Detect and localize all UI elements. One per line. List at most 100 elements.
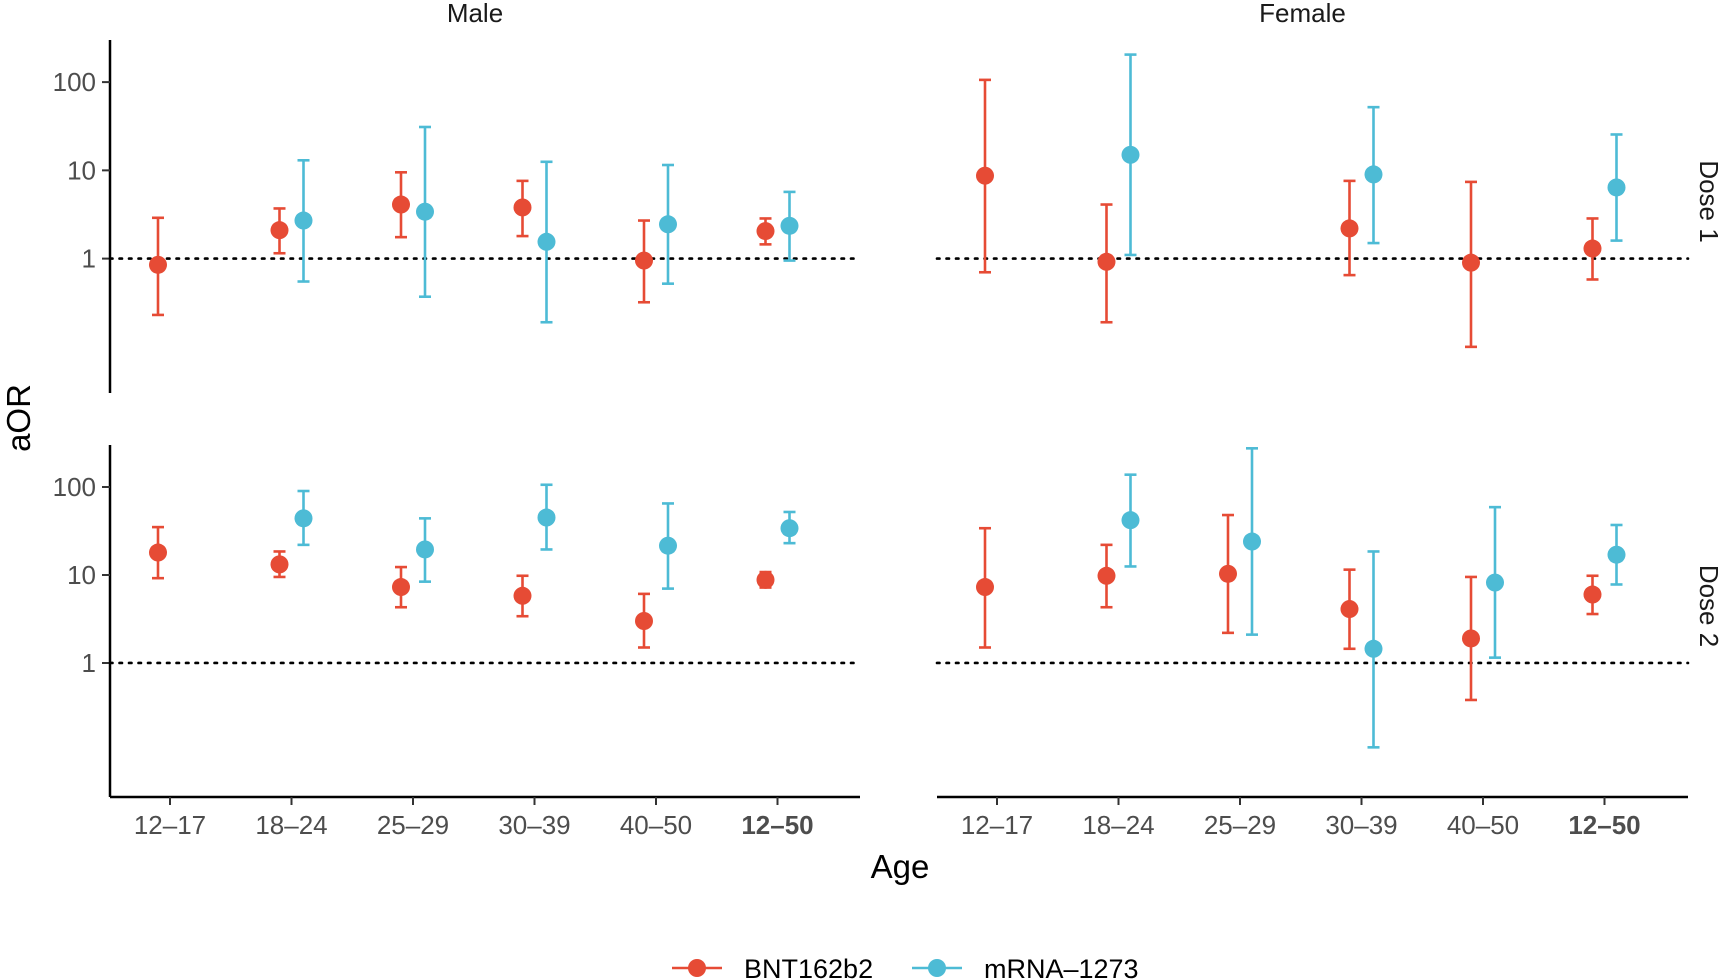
data-point-bnt162b2 — [756, 570, 775, 589]
facet-label-dose-2: Dose 2 — [1694, 565, 1724, 647]
facet-label-dose-1: Dose 1 — [1694, 160, 1724, 242]
panel-male-dose-2: 1 10 100 12–17 18–24 25–29 30–39 40–50 12–50 — [53, 445, 862, 840]
point-estimate — [1607, 178, 1626, 197]
x-axis-title: Age — [871, 848, 930, 885]
point-estimate — [416, 202, 434, 221]
point-estimate — [294, 211, 313, 230]
point-estimate — [635, 251, 653, 270]
point-estimate — [149, 255, 167, 274]
point-estimate — [270, 555, 289, 574]
data-point-bnt162b2 — [976, 78, 994, 274]
point-estimate — [1364, 639, 1383, 658]
x-tick-label: 40–50 — [1447, 810, 1519, 840]
data-point-bnt162b2 — [1340, 568, 1359, 651]
x-tick-label: 18–24 — [1082, 810, 1154, 840]
data-point-mrna-1273 — [1486, 505, 1504, 659]
x-tick-label: 25–29 — [1204, 810, 1276, 840]
point-estimate — [1219, 564, 1237, 583]
legend-item-bnt162b2: BNT162b2 — [672, 954, 873, 980]
y-tick-label: 10 — [67, 560, 96, 590]
point-estimate — [1121, 511, 1140, 530]
point-estimate — [1340, 600, 1359, 619]
data-point-bnt162b2 — [1462, 180, 1480, 349]
point-estimate — [1607, 545, 1626, 564]
facet-label-male: Male — [447, 0, 503, 28]
data-point-bnt162b2 — [149, 525, 167, 580]
point-estimate — [513, 198, 532, 217]
x-tick-label: 12–17 — [961, 810, 1033, 840]
data-point-mrna-1273 — [416, 517, 434, 583]
facet-strips: Male Female Dose 1 Dose 2 — [447, 0, 1724, 647]
point-estimate — [537, 232, 556, 251]
point-estimate — [1462, 253, 1480, 272]
data-point-bnt162b2 — [270, 550, 289, 579]
x-tick-label: 12–17 — [134, 810, 206, 840]
point-estimate — [1340, 219, 1359, 238]
data-point-bnt162b2 — [513, 179, 532, 238]
data-point-bnt162b2 — [635, 219, 653, 304]
point-estimate — [635, 612, 653, 630]
legend-label: mRNA–1273 — [984, 954, 1139, 980]
data-point-bnt162b2 — [1219, 513, 1237, 635]
y-tick-label: 1 — [82, 648, 96, 678]
data-point-bnt162b2 — [1583, 217, 1602, 281]
data-point-bnt162b2 — [1340, 179, 1359, 277]
point-estimate — [1121, 145, 1140, 164]
data-point-mrna-1273 — [659, 502, 677, 590]
point-estimate — [780, 216, 799, 235]
data-point-mrna-1273 — [1243, 447, 1261, 636]
point-estimate — [513, 586, 532, 605]
point-estimate — [756, 570, 775, 589]
point-estimate — [294, 509, 313, 528]
data-point-bnt162b2 — [1462, 575, 1480, 702]
data-point-mrna-1273 — [1607, 133, 1626, 242]
data-point-bnt162b2 — [270, 207, 289, 255]
point-estimate — [659, 536, 677, 555]
data-point-mrna-1273 — [659, 163, 677, 285]
x-tick-label: 12–50 — [741, 810, 813, 840]
data-point-bnt162b2 — [976, 526, 994, 649]
data-point-mrna-1273 — [1607, 523, 1626, 586]
point-estimate — [149, 543, 167, 562]
x-tick-label: 18–24 — [255, 810, 327, 840]
point-estimate — [1097, 566, 1116, 585]
point-estimate — [1243, 532, 1261, 551]
point-estimate — [1462, 629, 1480, 648]
point-estimate — [756, 222, 775, 241]
x-tick-label: 25–29 — [377, 810, 449, 840]
data-point-bnt162b2 — [392, 171, 410, 239]
data-point-bnt162b2 — [149, 216, 167, 317]
point-estimate — [1364, 165, 1383, 184]
y-tick-label: 100 — [53, 67, 96, 97]
x-tick-label: 40–50 — [620, 810, 692, 840]
point-estimate — [1583, 585, 1602, 604]
data-point-mrna-1273 — [416, 125, 434, 299]
data-point-bnt162b2 — [1583, 574, 1602, 616]
data-point-bnt162b2 — [1097, 543, 1116, 609]
point-estimate — [392, 578, 410, 597]
panel-female-dose-1 — [935, 53, 1690, 349]
data-point-bnt162b2 — [1097, 203, 1116, 324]
legend-key-point — [928, 959, 946, 977]
data-point-mrna-1273 — [780, 510, 799, 545]
data-point-mrna-1273 — [1121, 53, 1140, 257]
data-point-mrna-1273 — [294, 159, 313, 283]
x-tick-label: 30–39 — [1325, 810, 1397, 840]
point-estimate — [1583, 239, 1602, 258]
point-estimate — [780, 519, 799, 538]
legend-item-mrna-1273: mRNA–1273 — [912, 954, 1139, 980]
y-tick-label: 10 — [67, 155, 96, 185]
legend-key-point — [688, 959, 706, 977]
point-estimate — [976, 578, 994, 597]
y-tick-label: 1 — [82, 244, 96, 274]
point-estimate — [659, 215, 677, 234]
point-estimate — [976, 166, 994, 185]
data-point-mrna-1273 — [1364, 105, 1383, 245]
legend-label: BNT162b2 — [744, 954, 873, 980]
data-point-bnt162b2 — [392, 565, 410, 609]
point-estimate — [392, 195, 410, 214]
facet-label-female: Female — [1259, 0, 1346, 28]
x-tick-label: 12–50 — [1568, 810, 1640, 840]
